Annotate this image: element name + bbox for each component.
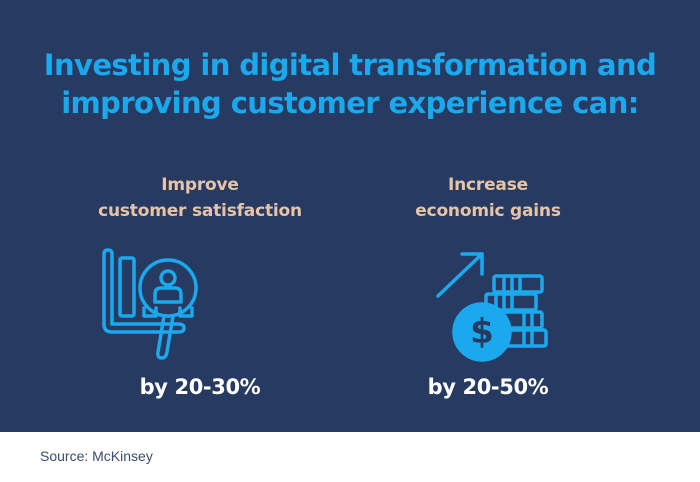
- stat-label-line-1: Improve: [161, 175, 239, 195]
- source-citation: Source: McKinsey: [40, 448, 153, 464]
- infographic-panel: Investing in digital transformation and …: [0, 0, 700, 432]
- stat-value: by 20-50%: [427, 375, 549, 399]
- headline-line-1: Investing in digital transformation and: [43, 48, 657, 82]
- stat-label-line-2: customer satisfaction: [98, 201, 302, 221]
- coins-dollar-arrow-icon: $: [432, 248, 552, 366]
- stat-label: Increase economic gains: [338, 172, 638, 224]
- stat-customer-satisfaction: Improve customer satisfaction by 20: [50, 172, 350, 399]
- headline-line-2: improving customer experience can:: [61, 86, 639, 120]
- dollar-sign: $: [470, 312, 494, 352]
- chart-magnifier-person-icon: [98, 248, 218, 366]
- stat-economic-gains: Increase economic gains $ by: [338, 172, 638, 399]
- stat-value: by 20-30%: [139, 375, 261, 399]
- headline: Investing in digital transformation and …: [0, 46, 700, 122]
- stat-label-line-1: Increase: [448, 175, 528, 195]
- stat-label-line-2: economic gains: [415, 201, 561, 221]
- stat-label: Improve customer satisfaction: [50, 172, 350, 224]
